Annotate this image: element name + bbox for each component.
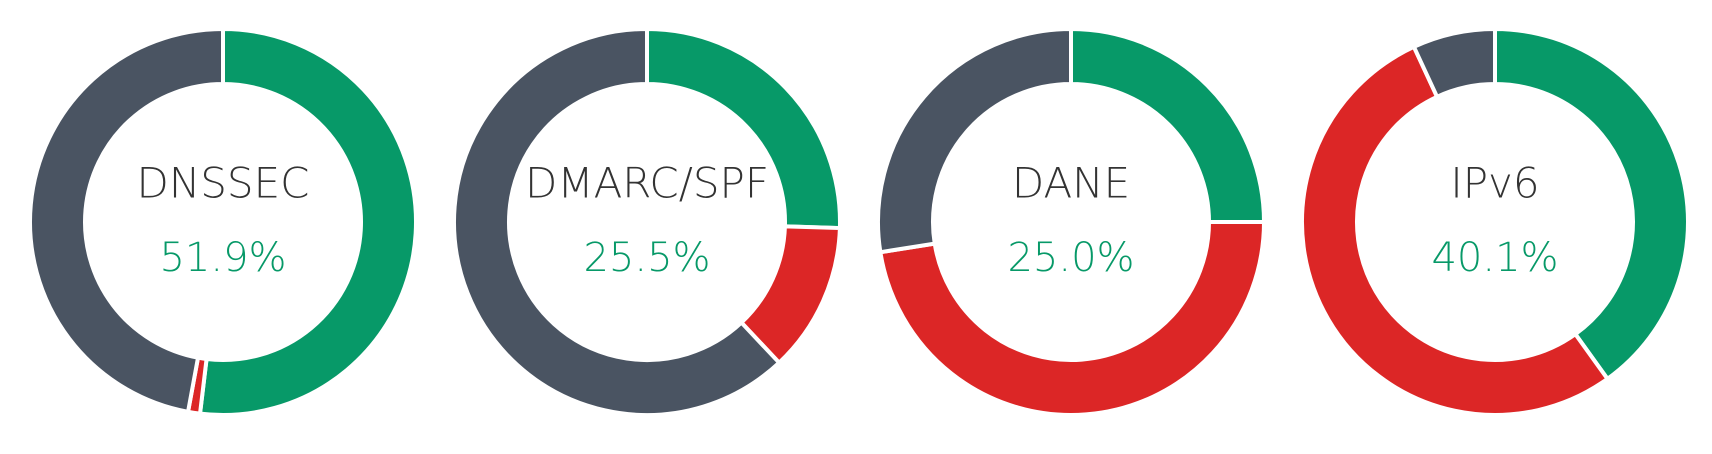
- donut-segment: [28, 26, 225, 415]
- donut-title: DNSSEC: [137, 159, 310, 208]
- value-label: 25.0%: [1007, 235, 1134, 281]
- donut-title: DANE: [1012, 159, 1130, 208]
- donut-segment: [1300, 44, 1611, 417]
- donut-segment: [1411, 26, 1497, 100]
- donut-title: IPv6: [1450, 159, 1539, 208]
- donut-title: DMARC/SPF: [525, 159, 769, 208]
- donut-segment: [197, 26, 418, 417]
- donut-segment: [876, 26, 1073, 255]
- value-label: 25.5%: [583, 235, 710, 281]
- value-label: 51.9%: [159, 235, 286, 281]
- donut-segment: [452, 26, 782, 417]
- donut-segment: [878, 220, 1267, 417]
- donut-segment: [1493, 26, 1690, 382]
- value-label: 40.1%: [1431, 235, 1558, 281]
